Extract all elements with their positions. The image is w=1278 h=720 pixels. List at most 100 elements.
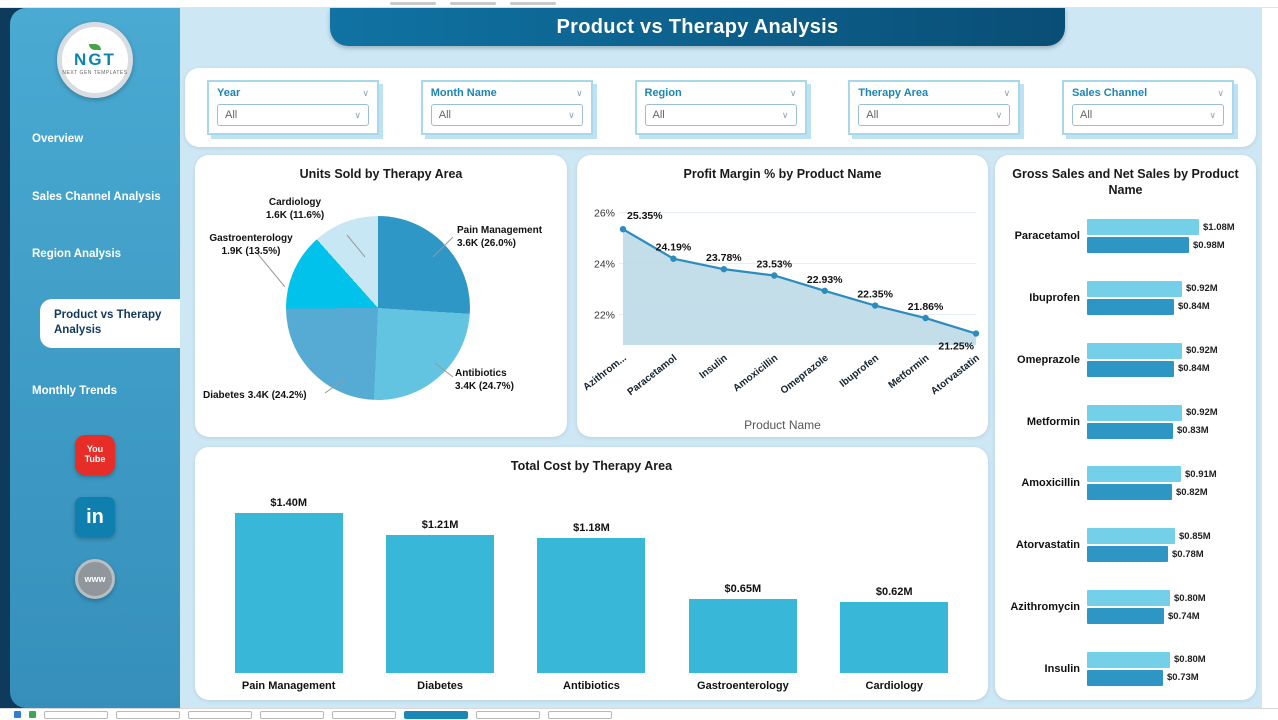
net-sales-bar[interactable] <box>1087 608 1164 625</box>
page-title: Product vs Therapy Analysis <box>556 15 839 38</box>
net-sales-bar[interactable] <box>1087 422 1173 439</box>
product-row-omeprazole: Omeprazole $0.92M $0.84M <box>1003 341 1251 379</box>
product-label: Azithromycin <box>1010 601 1080 614</box>
chart-title-total-cost: Total Cost by Therapy Area <box>510 459 673 473</box>
net-sales-bar[interactable] <box>1087 484 1172 501</box>
net-sales-bar[interactable] <box>1087 237 1189 253</box>
window-dot <box>14 711 21 718</box>
chevron-down-icon[interactable]: ∨ <box>1003 87 1011 98</box>
net-sales-row: $0.78M <box>1087 546 1251 563</box>
chevron-down-icon[interactable]: ∨ <box>576 87 583 98</box>
bar-rect[interactable] <box>688 599 797 673</box>
chevron-down-icon[interactable]: ∨ <box>781 109 789 120</box>
page-tab[interactable] <box>548 710 612 719</box>
bar-rect[interactable] <box>234 513 343 673</box>
gross-sales-row: $1.08M <box>1087 219 1251 235</box>
data-point <box>771 272 778 279</box>
chevron-down-icon[interactable]: ∨ <box>1217 87 1224 98</box>
gross-sales-value: $0.85M <box>1179 530 1211 542</box>
bar-rect[interactable] <box>840 602 949 673</box>
gross-sales-bar[interactable] <box>1087 342 1182 359</box>
slicer-header: Therapy Area ∨ <box>858 87 1010 99</box>
product-bars: $0.80M $0.74M <box>1087 588 1251 626</box>
slicer-dropdown[interactable]: All ∨ <box>858 104 1011 126</box>
bar-group-pain-management: $1.40M Pain Management <box>214 497 364 692</box>
slicer-dropdown[interactable]: All ∨ <box>430 104 583 126</box>
page-tab[interactable] <box>404 710 468 719</box>
slicer-dropdown[interactable]: All ∨ <box>644 104 797 126</box>
product-bars: $0.92M $0.84M <box>1087 279 1251 317</box>
gross-sales-bar[interactable] <box>1087 280 1182 297</box>
bar-rect[interactable] <box>386 535 495 673</box>
gross-sales-bar[interactable] <box>1087 651 1170 668</box>
net-sales-row: $0.74M <box>1087 608 1251 625</box>
gross-sales-bar[interactable] <box>1087 219 1199 235</box>
gross-sales-value: $0.80M <box>1174 592 1206 604</box>
slicer-title: Region <box>644 87 682 99</box>
slicer-month-name: Month Name ∨ All ∨ <box>420 80 593 135</box>
slice-value: 1.9K (13.5%) <box>221 245 281 257</box>
pie-label-cardiology: Cardiology 1.6K (11.6%) <box>235 197 355 222</box>
gross-sales-bar[interactable] <box>1087 466 1181 483</box>
product-bars: $0.91M $0.82M <box>1087 464 1251 502</box>
net-sales-bar[interactable] <box>1087 669 1163 686</box>
linkedin-icon[interactable]: in <box>75 497 115 538</box>
chevron-down-icon[interactable]: ∨ <box>789 87 797 98</box>
net-sales-row: $0.84M <box>1087 298 1251 315</box>
web-icon[interactable]: www <box>75 559 115 600</box>
chevron-down-icon[interactable]: ∨ <box>354 109 361 120</box>
slicer-dropdown[interactable]: All ∨ <box>217 104 369 126</box>
product-label: Amoxicillin <box>1021 477 1080 490</box>
page-tab[interactable] <box>332 710 396 719</box>
chevron-down-icon[interactable]: ∨ <box>568 109 575 120</box>
sidebar-item-region-analysis[interactable]: Region Analysis <box>32 248 122 261</box>
slicer-header: Month Name ∨ <box>431 87 583 99</box>
page-tab[interactable] <box>116 710 180 719</box>
gross-sales-bar[interactable] <box>1087 590 1170 607</box>
product-row-paracetamol: Paracetamol $1.08M $0.98M <box>1003 217 1251 255</box>
youtube-icon[interactable]: You Tube <box>75 435 115 476</box>
page-tab[interactable] <box>260 710 324 719</box>
bar-value-label: $1.21M <box>421 519 459 531</box>
net-sales-bar[interactable] <box>1087 298 1174 315</box>
gross-sales-bar[interactable] <box>1087 404 1182 421</box>
net-sales-value: $0.98M <box>1193 239 1225 251</box>
sidebar-item-overview[interactable]: Overview <box>32 133 84 145</box>
profit-margin-area-chart[interactable]: 22% 24% 26% 25.35% 24.19% 23.78% 23.53% 22.93% 2… <box>577 179 988 413</box>
data-point <box>720 265 728 273</box>
chevron-down-icon[interactable]: ∨ <box>995 109 1003 120</box>
units-sold-pie[interactable] <box>286 216 470 400</box>
sidebar-item-product-vs-therapy-analysis[interactable]: Product vs Therapy Analysis <box>40 298 180 348</box>
gross-sales-bar[interactable] <box>1087 528 1175 545</box>
product-bars: $1.08M $0.98M <box>1087 217 1251 255</box>
product-label: Metformin <box>1026 415 1080 428</box>
data-point <box>871 302 879 309</box>
slicer-value: All <box>1080 109 1093 121</box>
menu-placeholder <box>390 2 436 5</box>
net-sales-value: $0.84M <box>1178 363 1210 375</box>
social-links: You Tube in www <box>10 435 180 600</box>
data-point-label: 21.86% <box>908 301 944 313</box>
page-tab[interactable] <box>476 710 540 719</box>
chevron-down-icon[interactable]: ∨ <box>1209 109 1216 120</box>
chart-title-profit-margin: Profit Margin % by Product Name <box>683 167 882 181</box>
net-sales-bar[interactable] <box>1087 546 1168 563</box>
data-point-label: 23.78% <box>706 252 742 264</box>
page-tab[interactable] <box>188 710 252 719</box>
bar-rect[interactable] <box>537 538 646 673</box>
gross-sales-row: $0.80M <box>1087 590 1251 607</box>
product-label: Insulin <box>1044 662 1080 675</box>
slicer-dropdown[interactable]: All ∨ <box>1072 104 1224 126</box>
gross-net-bars: Paracetamol $1.08M $0.98M Ibuprofen $0.92M $0… <box>1003 217 1251 688</box>
units-sold-pie-card: Units Sold by Therapy Area Pain Manageme… <box>195 155 567 437</box>
bar-group-antibiotics: $1.18M Antibiotics <box>516 522 666 692</box>
area-fill <box>623 229 976 345</box>
chevron-down-icon[interactable]: ∨ <box>362 87 369 98</box>
sidebar-item-sales-channel-analysis[interactable]: Sales Channel Analysis <box>32 190 161 203</box>
sidebar-item-monthly-trends[interactable]: Monthly Trends <box>32 384 117 397</box>
page-tab[interactable] <box>44 710 108 719</box>
gross-sales-row: $0.92M <box>1087 280 1251 297</box>
gross-sales-row: $0.92M <box>1087 342 1251 359</box>
chart-title-gross-net: Gross Sales and Net Sales by Product Nam… <box>1012 167 1239 198</box>
net-sales-bar[interactable] <box>1087 360 1174 377</box>
